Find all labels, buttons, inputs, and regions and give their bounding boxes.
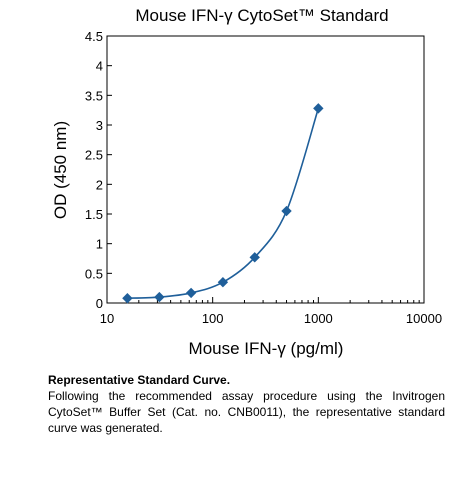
data-point-diamond (154, 291, 165, 303)
x-axis-label: Mouse IFN-γ (pg/ml) (189, 339, 344, 358)
data-markers (122, 103, 324, 304)
y-tick-label: 2.5 (85, 148, 103, 163)
y-tick-label: 4 (96, 59, 103, 74)
standard-curve-chart: Mouse IFN-γ CytoSet™ Standard 0 0.5 1 1.5 2 2… (51, 6, 442, 358)
data-point-diamond (281, 205, 292, 217)
y-tick-label: 1.5 (85, 207, 103, 222)
y-tick-label: 3.5 (85, 88, 103, 103)
plot-area (106, 35, 425, 304)
plot-frame (106, 35, 425, 304)
x-axis: 10 100 1000 10000 (100, 297, 442, 326)
data-point-diamond (217, 277, 229, 288)
y-axis: 0 0.5 1 1.5 2 2.5 3 3.5 4 4.5 (85, 29, 112, 311)
figure-caption: Representative Standard Curve. Following… (48, 372, 445, 436)
y-tick-label: 0.5 (85, 266, 103, 281)
y-axis-label: OD (450 nm) (51, 121, 70, 219)
data-point-diamond (313, 103, 324, 114)
x-tick-label: 1000 (304, 311, 333, 326)
fit-curve (127, 108, 320, 300)
x-tick-label: 100 (202, 311, 224, 326)
data-point-diamond (122, 293, 133, 304)
y-tick-label: 4.5 (85, 29, 103, 44)
chart-title: Mouse IFN-γ CytoSet™ Standard (135, 6, 388, 25)
y-tick-label: 2 (96, 177, 103, 192)
caption-title: Representative Standard Curve. (48, 373, 231, 387)
x-tick-label: 10 (100, 311, 114, 326)
x-tick-label: 10000 (406, 311, 442, 326)
y-tick-label: 0 (96, 296, 103, 311)
data-point-diamond (185, 287, 197, 299)
data-point-diamond (249, 252, 260, 263)
y-tick-label: 3 (96, 118, 103, 133)
y-tick-label: 1 (96, 237, 103, 252)
caption-body: Following the recommended assay procedur… (48, 389, 445, 435)
